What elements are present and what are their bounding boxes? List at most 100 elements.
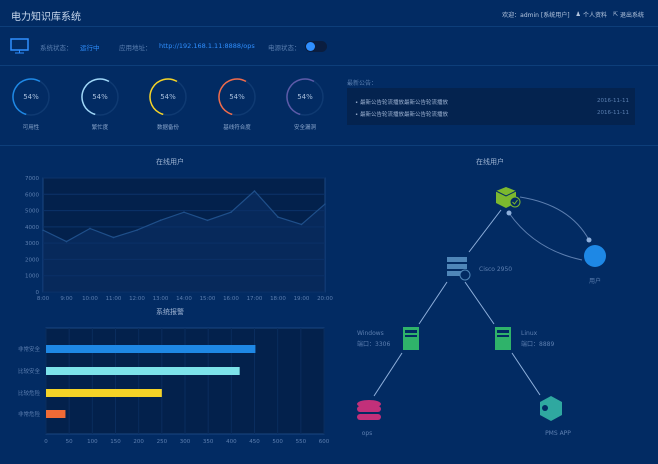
pms-label: PMS APP — [545, 430, 571, 437]
bar — [46, 410, 66, 418]
monitor-icon — [10, 38, 29, 54]
server-rack-icon[interactable] — [447, 257, 471, 281]
app-address-link[interactable]: http://192.168.1.11:8888/ops — [159, 42, 255, 50]
link — [508, 212, 583, 261]
x-tick-label: 13:00 — [153, 296, 169, 300]
gauge-value: 54% — [23, 93, 39, 101]
gauge-label: 数据备份 — [156, 125, 179, 131]
link — [468, 209, 502, 253]
y-tick-label: 比较危险 — [18, 389, 41, 397]
gauge-5: 54% 安全漏洞 — [285, 77, 325, 131]
line-chart-title: 在线用户 — [156, 158, 184, 166]
gauge-label: 安全漏洞 — [293, 125, 316, 131]
gauge-label: 繁忙度 — [91, 125, 109, 131]
data-point — [89, 227, 91, 230]
gauge-ring — [12, 78, 50, 116]
y-tick-label: 3000 — [25, 241, 39, 247]
y-tick-label: 1000 — [25, 274, 39, 280]
bar — [46, 367, 240, 375]
notice-date: 2016-11-11 — [597, 98, 629, 104]
x-tick-label: 400 — [226, 439, 237, 445]
x-tick-label: 500 — [272, 439, 283, 445]
notice-text: 最新公告轮流播放最新公告轮流播放 — [360, 100, 449, 106]
linux-port: 端口：8889 — [521, 340, 554, 348]
gauge-1: 54% 可用性 — [11, 77, 51, 131]
logout-label: 退出系统 — [619, 12, 644, 19]
x-tick-label: 0 — [44, 439, 48, 445]
notice-text: 最新公告轮流播放最新公告轮流播放 — [360, 112, 449, 118]
app-title: 电力知识库系统 — [11, 12, 81, 23]
gauge-label: 基线符合度 — [223, 125, 251, 131]
y-tick-label: 非常安全 — [18, 345, 41, 353]
x-tick-label: 9:00 — [60, 296, 73, 300]
cube-check-icon[interactable] — [495, 187, 521, 208]
app-hex-icon[interactable] — [540, 396, 562, 421]
x-tick-label: 16:00 — [223, 296, 239, 300]
notice-board: • 最新公告轮流播放最新公告轮流播放 2016-11-11 • 最新公告轮流播放最… — [347, 88, 635, 125]
data-point — [206, 219, 209, 222]
data-point — [253, 190, 256, 192]
welcome-text: 欢迎：admin [系统用户] — [502, 12, 570, 19]
notice-item[interactable]: • 最新公告轮流播放最新公告轮流播放 2016-11-11 — [355, 98, 629, 106]
gauge-value: 54% — [229, 93, 245, 101]
x-tick-label: 50 — [66, 439, 73, 445]
topology-title: 在线用户 — [476, 158, 504, 166]
x-tick-label: 20:00 — [317, 296, 333, 300]
logout-link[interactable]: ⇱ 退出系统 — [613, 10, 644, 19]
database-icon[interactable] — [357, 400, 381, 420]
divider — [0, 145, 658, 146]
x-tick-label: 18:00 — [270, 296, 286, 300]
gauge-ring — [149, 78, 187, 116]
gauge-3: 54% 数据备份 — [148, 77, 188, 131]
data-point — [324, 203, 326, 205]
gauge-2: 54% 繁忙度 — [80, 77, 120, 131]
y-tick-label: 6000 — [25, 192, 39, 198]
y-tick-label: 4000 — [25, 225, 39, 231]
x-tick-label: 11:00 — [106, 296, 122, 300]
notice-item[interactable]: • 最新公告轮流播放最新公告轮流播放 2016-11-11 — [355, 110, 629, 118]
server-icon[interactable] — [495, 327, 511, 350]
link-dot — [586, 237, 592, 243]
link — [464, 281, 495, 325]
bar-chart-title: 系统报警 — [156, 308, 184, 316]
user-label: 用户 — [589, 277, 601, 285]
data-point — [277, 216, 279, 218]
x-tick-label: 350 — [203, 439, 214, 445]
windows-port: 端口：3306 — [357, 340, 390, 348]
x-tick-label: 250 — [157, 439, 168, 445]
link — [511, 352, 541, 396]
data-point — [230, 211, 232, 213]
gauge-ring — [81, 78, 119, 116]
link-dot — [506, 210, 512, 216]
y-tick-label: 非常危险 — [18, 410, 41, 418]
topology-diagram: 用户 Cisco 2950 Windows 端口：3306 Linux 端口：8… — [357, 187, 606, 437]
divider — [0, 26, 658, 27]
user-icon: ♟ — [575, 11, 581, 18]
profile-label: 个人资料 — [582, 12, 607, 19]
system-status-value: 运行中 — [80, 44, 100, 52]
bar — [46, 345, 256, 353]
gauge-ring — [286, 78, 324, 116]
data-point — [136, 229, 138, 231]
gauge-value: 54% — [297, 93, 313, 101]
x-tick-label: 14:00 — [176, 296, 192, 300]
y-tick-label: 2000 — [25, 257, 39, 263]
x-tick-label: 550 — [296, 439, 307, 445]
windows-label: Windows — [357, 330, 384, 337]
user-icon[interactable] — [584, 245, 606, 267]
x-tick-label: 8:00 — [37, 296, 50, 300]
bar — [46, 389, 162, 397]
gauge-4: 54% 基线符合度 — [217, 77, 257, 131]
power-toggle[interactable] — [305, 41, 327, 52]
user-menu: 欢迎：admin [系统用户] ♟ 个人资料 ⇱ 退出系统 — [502, 10, 644, 19]
data-point — [42, 229, 44, 231]
divider — [0, 65, 658, 66]
link — [418, 281, 448, 325]
x-tick-label: 150 — [110, 439, 121, 445]
x-tick-label: 15:00 — [200, 296, 216, 300]
x-tick-label: 600 — [319, 439, 330, 445]
line-area — [43, 191, 325, 292]
profile-link[interactable]: ♟ 个人资料 — [576, 10, 607, 19]
ops-label: ops — [362, 430, 373, 437]
server-icon[interactable] — [403, 327, 419, 350]
